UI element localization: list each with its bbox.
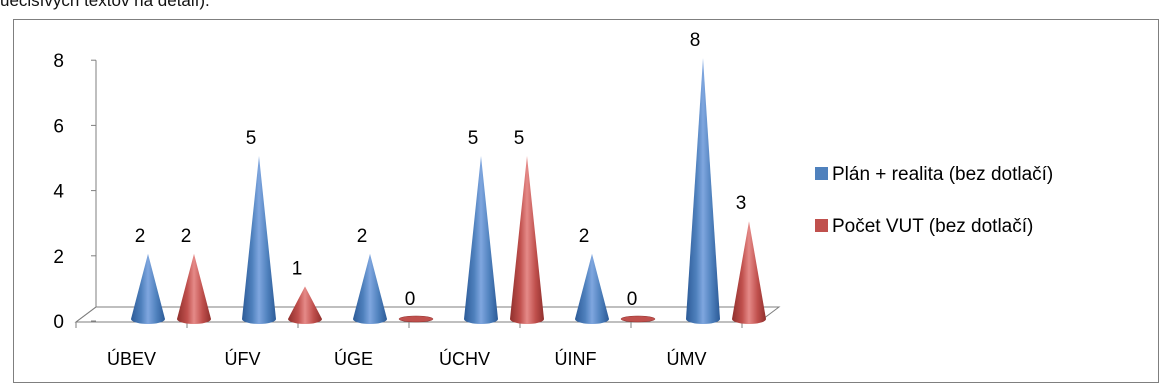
bar-pocet-vut xyxy=(732,221,766,324)
bar-plan-realita xyxy=(686,58,720,324)
data-label: 2 xyxy=(579,226,590,247)
legend-swatch-pocet-vut xyxy=(815,219,828,232)
x-tick-label: ÚCHV xyxy=(439,348,490,369)
data-label: 1 xyxy=(292,258,303,279)
y-tick-label: 6 xyxy=(53,116,64,137)
data-label: 2 xyxy=(135,226,146,247)
legend-swatch-plan-realita xyxy=(815,167,828,180)
bar-pocet-vut xyxy=(398,315,434,323)
bar-plan-realita xyxy=(353,253,387,324)
data-label: 0 xyxy=(405,289,416,310)
bar-pocet-vut xyxy=(620,315,656,323)
data-label: 8 xyxy=(690,30,701,51)
x-tick-label: ÚBEV xyxy=(107,348,156,369)
chart-bars xyxy=(131,58,766,324)
data-label: 2 xyxy=(181,226,192,247)
clipped-document-text: uecisívých textov na détalí). xyxy=(0,0,210,10)
legend-label: Plán + realita (bez dotlačí) xyxy=(832,164,1053,185)
bar-plan-realita xyxy=(242,156,276,324)
data-label: 3 xyxy=(736,193,747,214)
y-tick-label: 0 xyxy=(53,312,64,333)
x-tick-label: ÚGE xyxy=(334,348,373,369)
data-label: 2 xyxy=(357,226,368,247)
x-tick-label: ÚMV xyxy=(667,348,707,369)
y-axis-foot xyxy=(75,306,97,323)
bar-pocet-vut xyxy=(177,253,211,324)
x-axis: ÚBEV ÚFV ÚGE ÚCHV ÚINF ÚMV xyxy=(75,321,759,369)
x-tick-label: ÚINF xyxy=(555,348,597,369)
x-tick-label: ÚFV xyxy=(225,348,261,369)
bar-plan-realita xyxy=(131,253,165,324)
legend: Plán + realita (bez dotlačí) Počet VUT (b… xyxy=(815,164,1053,237)
y-tick-label: 2 xyxy=(53,247,64,268)
data-label: 5 xyxy=(514,128,525,149)
bar-plan-realita xyxy=(464,156,498,324)
legend-label: Počet VUT (bez dotlačí) xyxy=(832,216,1033,237)
bar-plan-realita xyxy=(575,253,609,324)
bar-pocet-vut xyxy=(288,286,322,324)
bar-pocet-vut xyxy=(510,156,544,324)
y-tick-label: 8 xyxy=(53,51,64,72)
y-axis: 0 2 4 6 8 xyxy=(53,51,97,333)
data-label: 5 xyxy=(468,128,479,149)
data-label: 0 xyxy=(627,289,638,310)
y-tick-label: 4 xyxy=(53,182,64,203)
data-label: 5 xyxy=(246,128,257,149)
